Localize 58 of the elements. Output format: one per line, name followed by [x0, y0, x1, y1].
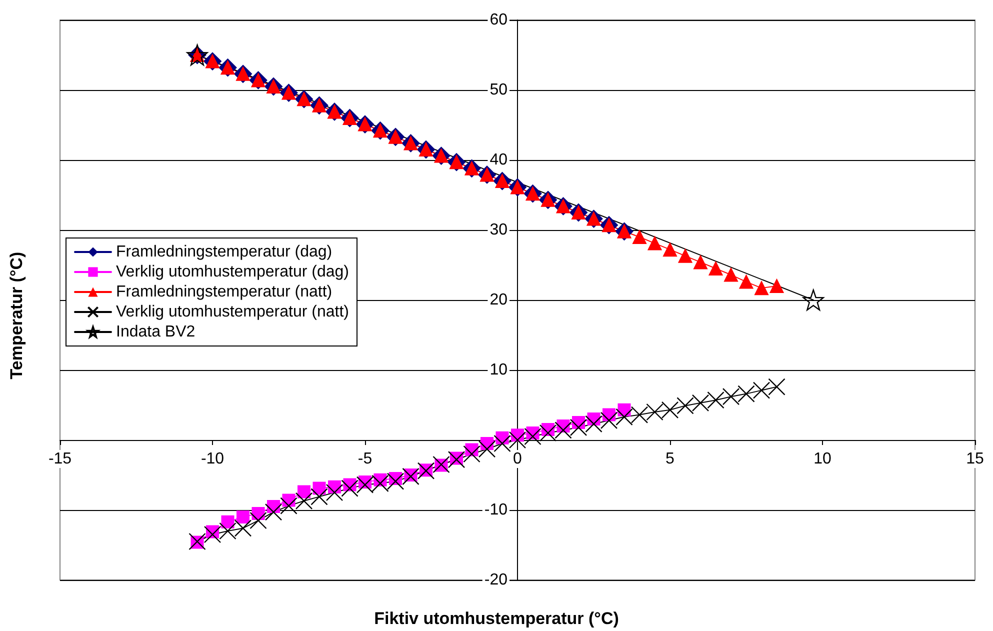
x-tick-label: 5 — [666, 450, 675, 468]
point — [600, 412, 618, 429]
point — [312, 482, 326, 495]
point — [663, 242, 677, 257]
x-axis-title: Fiktiv utomhustemperatur (°C) — [374, 609, 619, 628]
point — [448, 451, 466, 468]
point — [508, 431, 526, 449]
y-tick-label: 30 — [490, 222, 508, 238]
legend-label: Framledningstemperatur (natt) — [116, 284, 332, 300]
y-tick-label: -20 — [484, 572, 508, 588]
point — [236, 510, 250, 524]
y-tick-label: 20 — [490, 292, 508, 308]
point — [802, 289, 824, 311]
point — [754, 281, 768, 296]
point — [724, 268, 738, 282]
legend-label: Verklig utomhustemperatur (dag) — [116, 264, 349, 280]
x-tick-label: 10 — [814, 450, 832, 468]
y-tick-label: 10 — [490, 362, 508, 378]
point — [432, 456, 450, 474]
point — [770, 279, 784, 293]
point — [585, 415, 602, 432]
point — [694, 255, 708, 270]
legend-label: Verklig utomhustemperatur (natt) — [116, 304, 349, 320]
point — [494, 434, 511, 452]
point — [463, 445, 480, 463]
point — [298, 485, 310, 498]
point — [310, 488, 328, 506]
point — [295, 492, 313, 510]
point — [752, 382, 770, 399]
point — [326, 484, 344, 502]
point — [188, 532, 206, 550]
point — [264, 504, 282, 521]
y-tick-label: 50 — [490, 82, 508, 98]
point — [402, 468, 420, 485]
x-tick-label: 15 — [966, 450, 984, 468]
point — [250, 512, 267, 530]
point — [204, 526, 222, 544]
y-tick-label: -10 — [484, 502, 508, 518]
x-tick-label: -5 — [358, 450, 372, 468]
point — [478, 440, 496, 458]
point — [280, 497, 298, 514]
point — [648, 236, 662, 250]
point — [678, 248, 692, 263]
point — [768, 378, 786, 396]
point — [221, 515, 234, 528]
x-tick-label: 0 — [513, 450, 522, 468]
y-axis-title: Temperatur (°C) — [7, 252, 26, 380]
point — [341, 480, 358, 497]
x-tick-label: -15 — [48, 450, 72, 468]
legend-label: Indata BV2 — [116, 324, 196, 340]
legend-label: Framledningstemperatur (dag) — [116, 244, 332, 260]
point — [524, 428, 542, 446]
point — [739, 274, 754, 289]
y-tick-label: 40 — [490, 152, 508, 168]
point — [708, 262, 723, 276]
point — [632, 230, 646, 244]
y-tick-label: 60 — [490, 12, 508, 28]
x-tick-label: -10 — [200, 450, 224, 468]
